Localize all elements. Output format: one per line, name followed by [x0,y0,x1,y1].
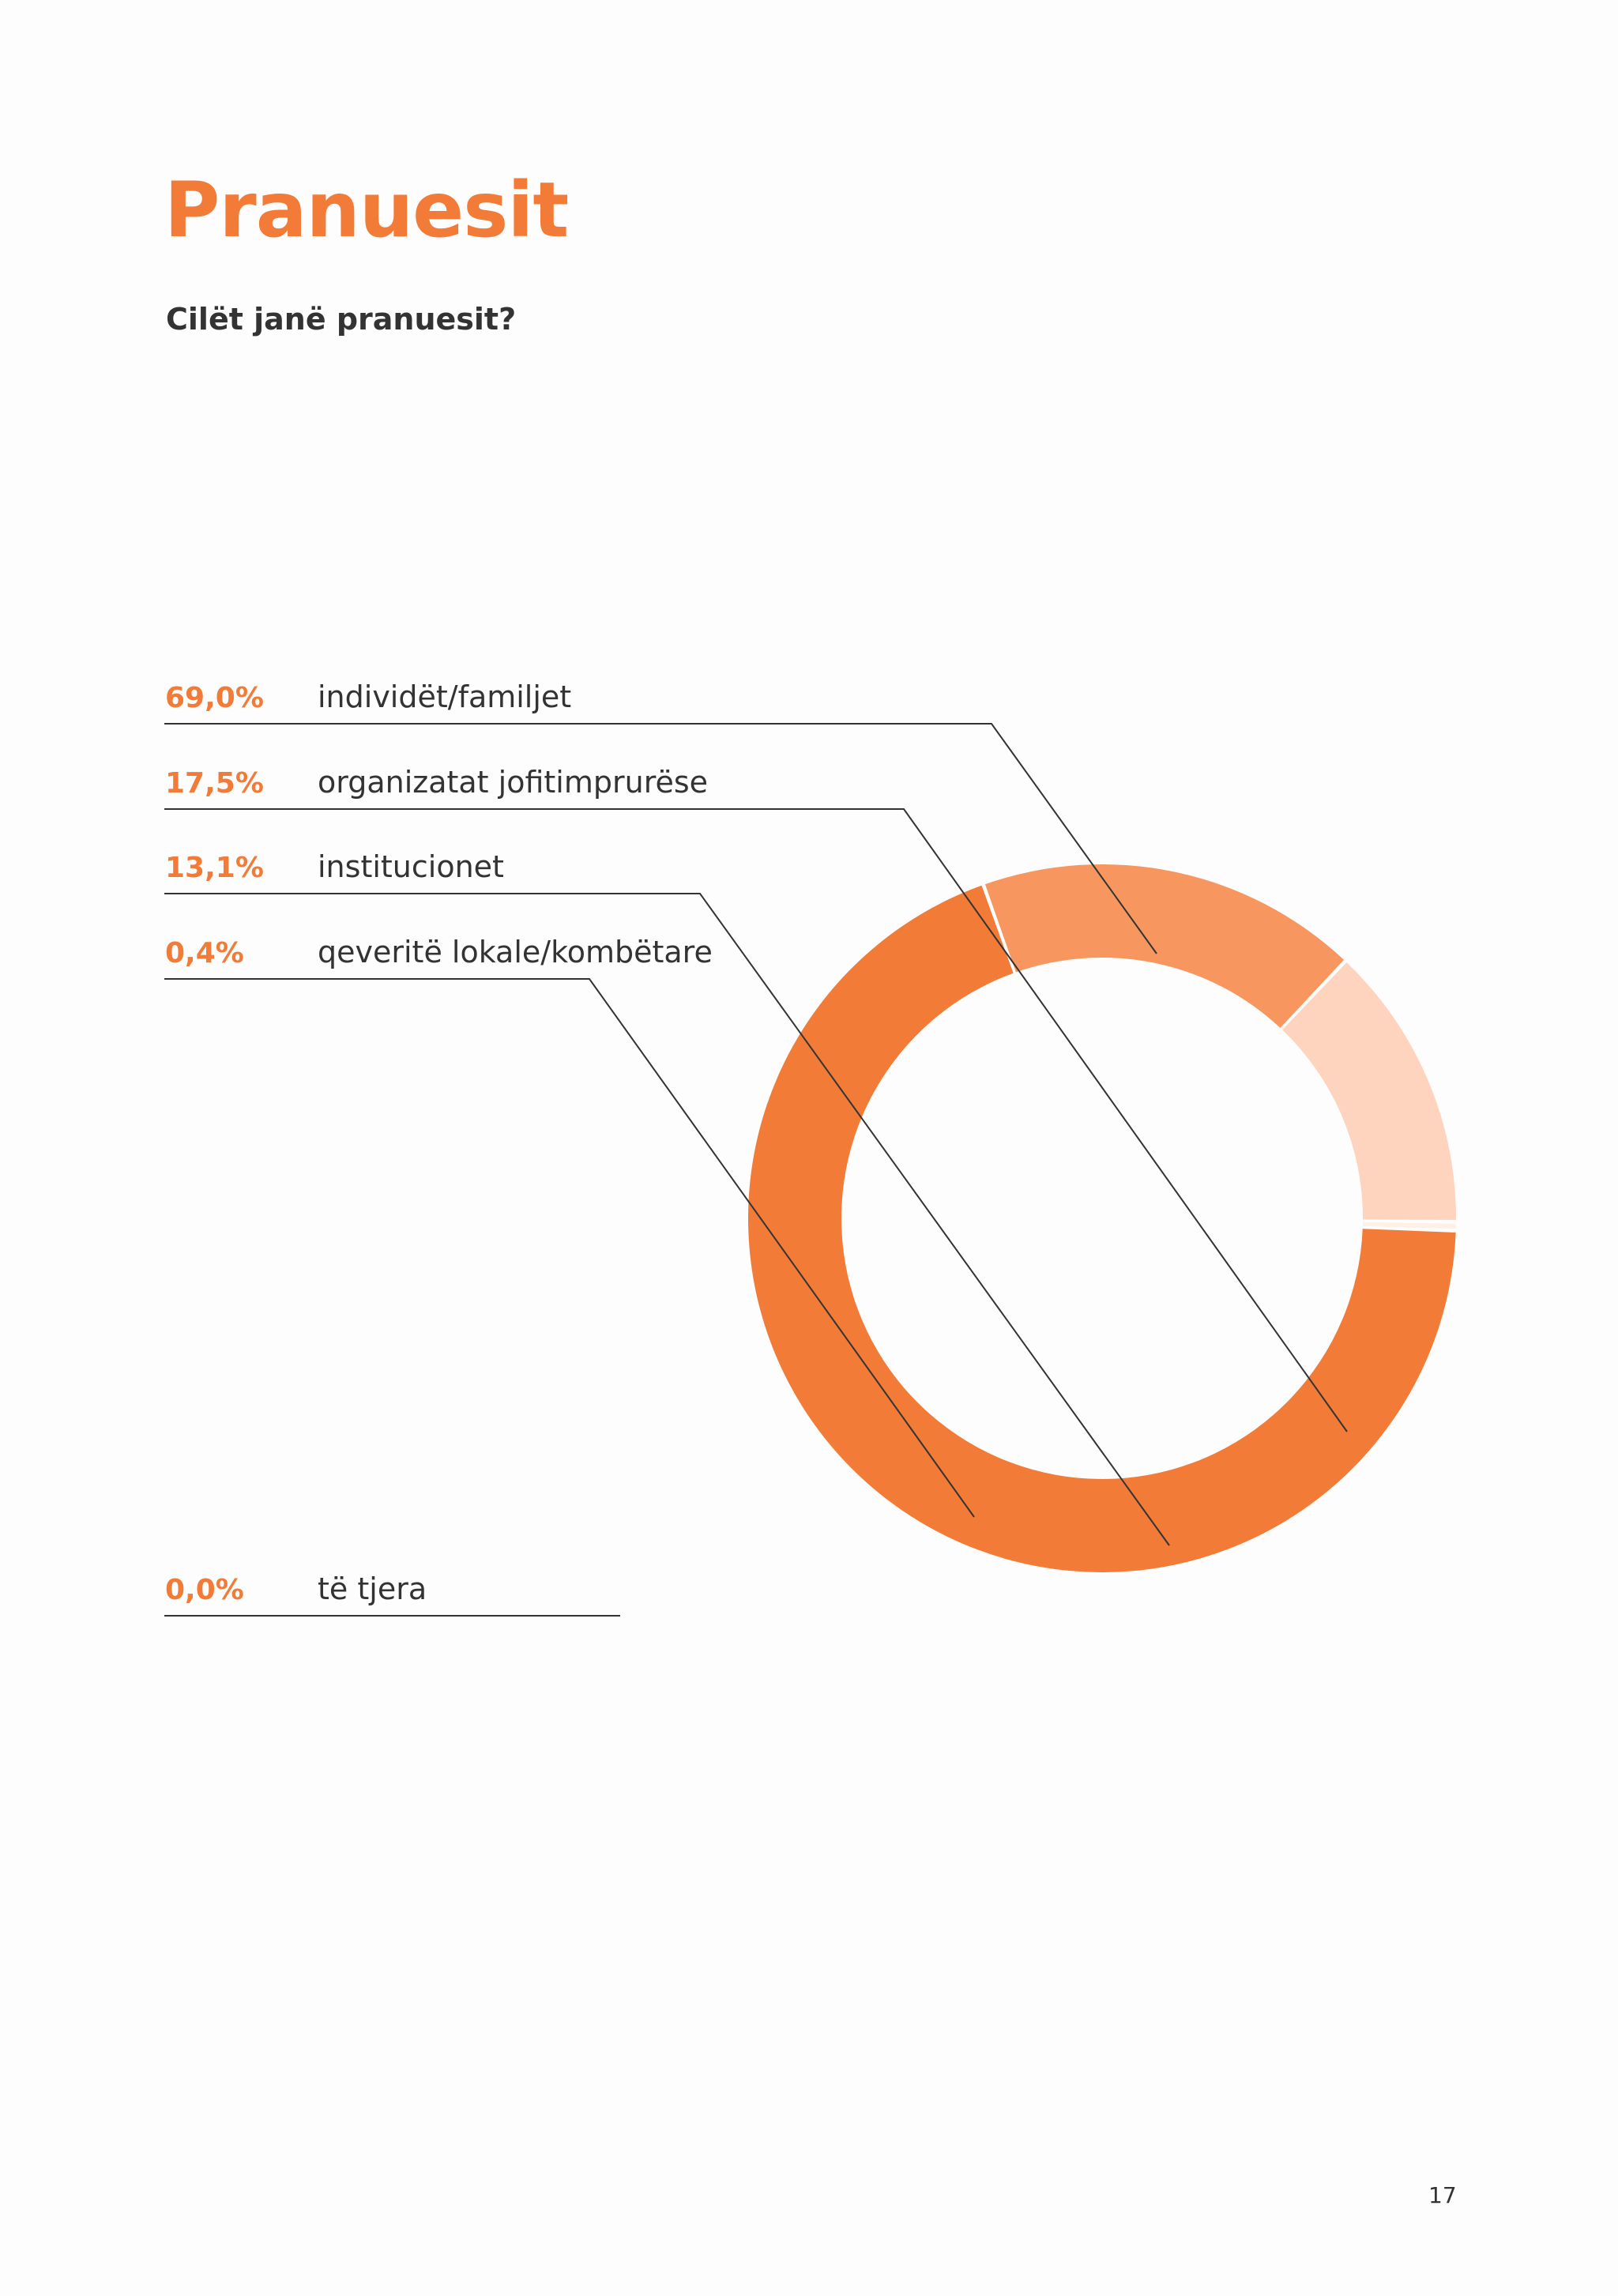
leader-lines [164,723,1348,1617]
page-subtitle: Cilët janë pranuesit? [166,302,517,337]
page-number: 17 [1428,2182,1457,2208]
leader-line [164,893,1170,1546]
legend-label: institucionet [318,849,504,884]
legend: 69,0% individët/familjet 17,5% organizatat … [165,679,713,1606]
leader-line [164,723,1157,954]
legend-label: organizatat jofitimprurëse [318,765,708,800]
legend-value: 0,4% [165,937,244,969]
page-title: Pranuesit [164,166,569,254]
leader-line [164,808,1348,1432]
donut-slice [1362,1221,1456,1229]
donut-slices [748,864,1456,1572]
leader-line [164,978,975,1518]
legend-value: 69,0% [165,682,264,714]
donut-slice [1281,962,1456,1221]
legend-value: 13,1% [165,852,264,884]
legend-label: qeveritë lokale/kombëtare [318,935,713,969]
donut-slice [984,864,1345,1029]
legend-value: 0,0% [165,1574,244,1606]
legend-label: individët/familjet [318,679,571,714]
legend-label: të tjera [318,1571,427,1606]
legend-value: 17,5% [165,767,264,800]
